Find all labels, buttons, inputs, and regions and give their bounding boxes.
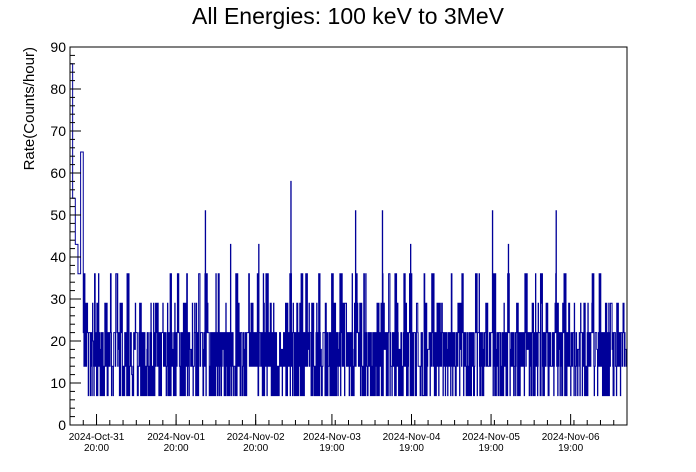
- y-tick-label: 80: [50, 81, 66, 97]
- x-tick-date: 2024-Oct-31: [69, 432, 125, 443]
- y-tick-label: 20: [50, 333, 66, 349]
- y-tick-label: 30: [50, 291, 66, 307]
- x-tick-date: 2024-Nov-06: [542, 432, 600, 443]
- y-tick-label: 50: [50, 207, 66, 223]
- y-tick-label: 0: [58, 417, 66, 433]
- x-tick-time: 20:00: [164, 443, 189, 454]
- y-tick-label: 60: [50, 165, 66, 181]
- x-tick-date: 2024-Nov-03: [303, 432, 361, 443]
- x-axis: 2024-Oct-3120:002024-Nov-0120:002024-Nov…: [69, 414, 628, 454]
- y-tick-label: 90: [50, 39, 66, 55]
- y-axis-label: Rate(Counts/hour): [21, 47, 38, 170]
- chart-title: All Energies: 100 keV to 3MeV: [192, 3, 505, 29]
- y-tick-label: 10: [50, 375, 66, 391]
- x-tick-date: 2024-Nov-01: [147, 432, 205, 443]
- histogram-line: [69, 63, 628, 425]
- x-tick-time: 19:00: [399, 443, 424, 454]
- x-tick-date: 2024-Nov-05: [462, 432, 520, 443]
- y-tick-label: 40: [50, 249, 66, 265]
- x-tick-time: 19:00: [319, 443, 344, 454]
- x-tick-time: 20:00: [243, 443, 268, 454]
- y-axis: 0 10 20 30 40 50 60 70 80 90: [50, 39, 81, 433]
- x-tick-time: 19:00: [558, 443, 583, 454]
- x-tick-time: 19:00: [479, 443, 504, 454]
- y-tick-label: 70: [50, 123, 66, 139]
- x-tick-time: 20:00: [84, 443, 109, 454]
- x-tick-date: 2024-Nov-02: [227, 432, 285, 443]
- x-tick-date: 2024-Nov-04: [383, 432, 441, 443]
